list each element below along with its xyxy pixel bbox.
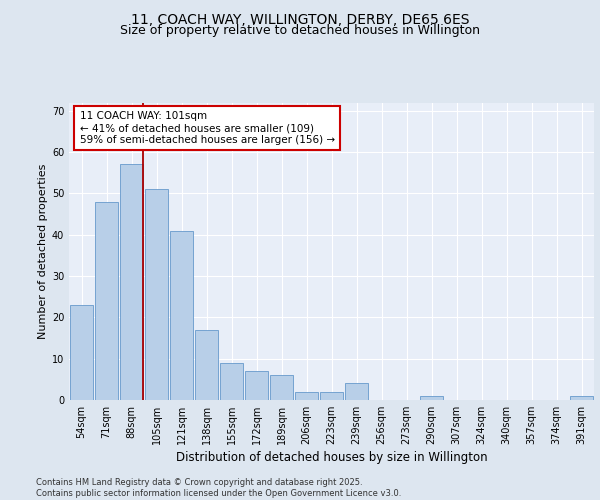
Bar	[195, 330, 218, 400]
Bar	[320, 392, 343, 400]
Bar	[95, 202, 118, 400]
Text: 11 COACH WAY: 101sqm
← 41% of detached houses are smaller (109)
59% of semi-deta: 11 COACH WAY: 101sqm ← 41% of detached h…	[79, 112, 335, 144]
Bar	[70, 305, 93, 400]
Bar	[345, 384, 368, 400]
Bar	[245, 371, 268, 400]
Bar	[295, 392, 318, 400]
Bar	[270, 375, 293, 400]
Bar	[170, 230, 193, 400]
Text: 11, COACH WAY, WILLINGTON, DERBY, DE65 6ES: 11, COACH WAY, WILLINGTON, DERBY, DE65 6…	[131, 12, 469, 26]
Text: Contains HM Land Registry data © Crown copyright and database right 2025.
Contai: Contains HM Land Registry data © Crown c…	[36, 478, 401, 498]
Bar	[570, 396, 593, 400]
Bar	[420, 396, 443, 400]
Bar	[220, 363, 243, 400]
Y-axis label: Number of detached properties: Number of detached properties	[38, 164, 47, 339]
Text: Size of property relative to detached houses in Willington: Size of property relative to detached ho…	[120, 24, 480, 37]
Bar	[145, 190, 168, 400]
X-axis label: Distribution of detached houses by size in Willington: Distribution of detached houses by size …	[176, 451, 487, 464]
Bar	[120, 164, 143, 400]
